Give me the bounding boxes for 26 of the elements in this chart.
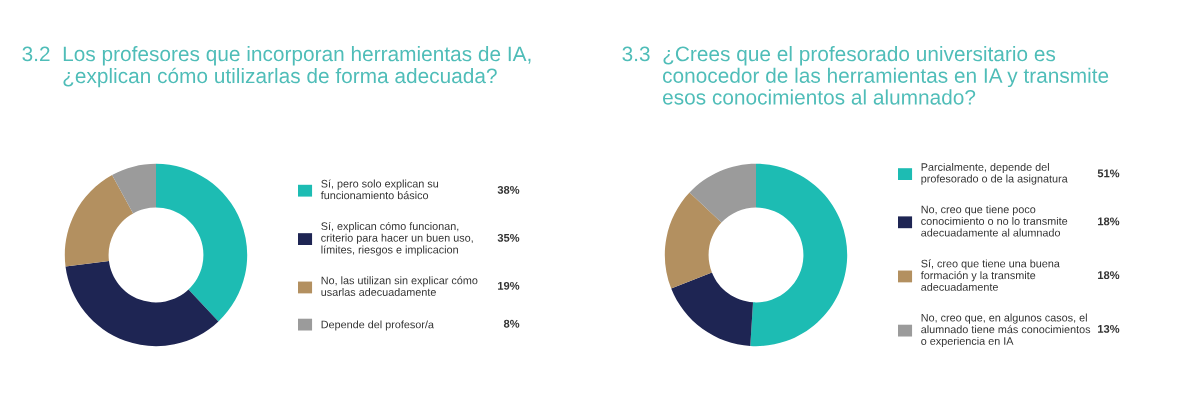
data-label: 18%	[1098, 271, 1120, 280]
donut-slice	[671, 272, 754, 346]
data-label: 13%	[1098, 324, 1120, 333]
data-label: 51%	[1097, 169, 1120, 178]
legend-label: No, creo que, en algunos casos, el alumnado tiene más conocimientos o experiencia en IA	[921, 313, 1091, 348]
legend-label: No, las utilizan sin explicar cómo usarlas adecuadamente	[321, 276, 478, 296]
legend-label: Parcialmente, depende del profesorado o de la asignatura	[921, 162, 1068, 185]
donut-slice	[112, 163, 156, 214]
donut-slice	[664, 192, 722, 289]
chart-title: 3.2 Los profesores que incorporan herramientas de IA, ¿explican cómo utilizarlas de forma adecuada?	[22, 45, 531, 88]
data-label: 38%	[497, 185, 520, 194]
legend-label: No, creo que tiene poco conocimiento o no lo transmite adecuadamente al alumnado	[921, 205, 1068, 237]
donut-slice	[689, 163, 756, 223]
legend-label: Sí, explican cómo funcionan, criterio para hacer un buen uso, límites, riesgos e implicacion	[321, 221, 473, 256]
legend-label: Sí, pero solo explican su funcionamiento básico	[320, 179, 439, 200]
donut-slice	[750, 163, 848, 347]
legend-label: Sí, creo que tiene una buena formación y la transmite adecuadamente	[920, 259, 1060, 291]
donut-slice	[64, 175, 134, 267]
data-label: 35%	[497, 233, 520, 242]
legend-label: Depende del profesor/a	[321, 320, 434, 331]
data-label: 8%	[503, 319, 520, 328]
donut-slice	[156, 163, 248, 322]
donut-slice	[65, 260, 219, 347]
data-label: 18%	[1098, 217, 1120, 226]
chart-title: 3.3 ¿Crees que el profesorado universitario es conocedor de las herramientas en IA y transmite esos conocimientos al alumnado?	[622, 45, 1109, 105]
data-label: 19%	[498, 281, 520, 290]
